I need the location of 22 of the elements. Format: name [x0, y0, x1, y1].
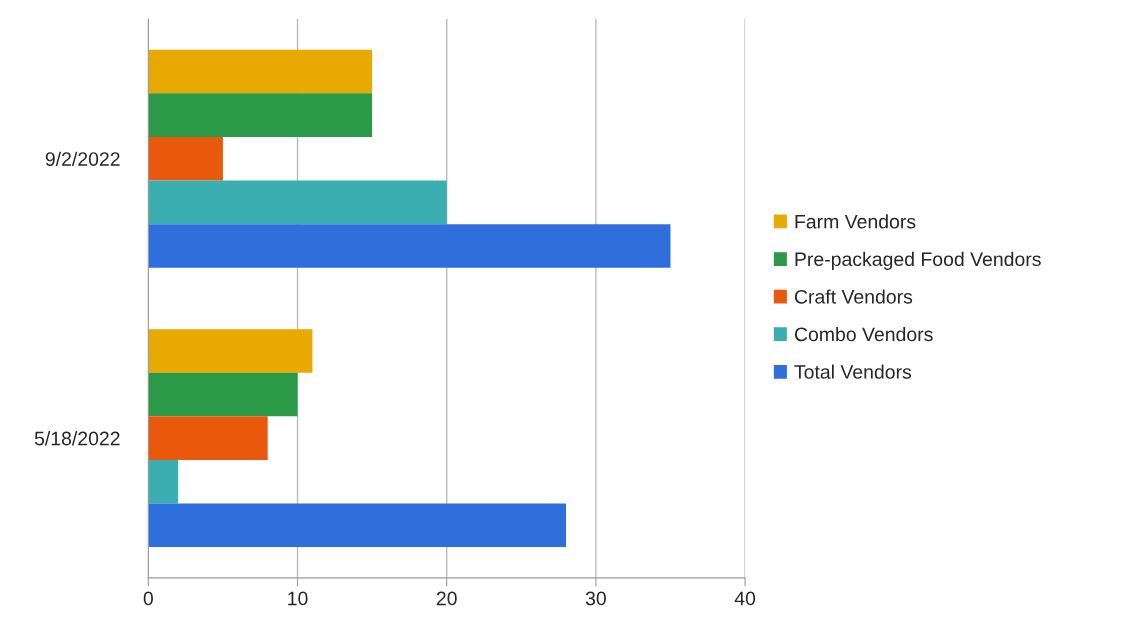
x-tick-label: 0	[143, 591, 153, 606]
x-tick-label: 40	[734, 591, 756, 606]
bar	[148, 180, 447, 225]
bar	[148, 416, 268, 460]
y-tick-label: 9/2/2022	[45, 151, 120, 166]
legend-label: Combo Vendors	[794, 326, 933, 342]
bar	[148, 136, 223, 181]
bar	[148, 93, 373, 137]
legend-label: Farm Vendors	[795, 214, 916, 229]
y-tick-label: 5/18/2022	[34, 431, 120, 446]
legend-label: Pre-packaged Food Vendors	[795, 251, 1041, 270]
legend-label: Craft Vendors	[794, 289, 913, 304]
bar	[148, 459, 179, 504]
x-tick-label: 20	[436, 591, 457, 606]
bar	[148, 503, 567, 548]
legend-label: Total Vendors	[794, 364, 912, 379]
bar	[148, 329, 313, 373]
x-tick-label: 30	[585, 591, 606, 606]
x-tick-label: 10	[288, 591, 308, 606]
bar	[148, 49, 373, 94]
bar	[148, 224, 671, 268]
bar	[148, 372, 298, 417]
